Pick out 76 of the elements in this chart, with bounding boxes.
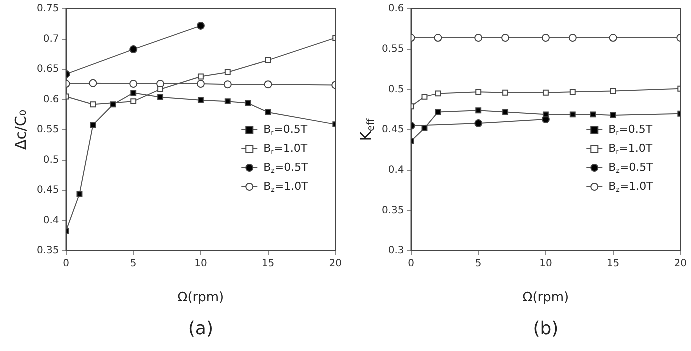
- point: [435, 109, 442, 116]
- point: [435, 90, 442, 97]
- point: [568, 34, 577, 42]
- x-tick-label: 15: [606, 258, 620, 270]
- y-tick-label: 0.6: [388, 4, 404, 15]
- point: [130, 46, 138, 54]
- y-tick-label: 0.45: [37, 185, 60, 196]
- point: [476, 108, 482, 114]
- x-tick-label: 0: [408, 258, 414, 270]
- point: [474, 120, 483, 128]
- x-tick-label: 10: [540, 258, 552, 270]
- y-tick-label: 0.55: [382, 44, 404, 55]
- x-axis-title: Ω(rpm): [522, 290, 570, 306]
- x-tick-label: 10: [194, 258, 208, 270]
- point: [90, 122, 96, 128]
- point: [245, 100, 252, 106]
- y-tick-label: 0.75: [37, 4, 60, 15]
- y-tick-label: 0.55: [37, 124, 60, 136]
- point: [130, 98, 137, 105]
- y-tick-label: 0.6: [43, 94, 60, 106]
- point: [130, 90, 137, 96]
- point: [76, 191, 83, 198]
- point: [476, 89, 482, 96]
- point: [89, 79, 98, 88]
- y-tick-label: 0.4: [43, 215, 60, 226]
- point: [542, 90, 549, 96]
- point: [198, 97, 204, 104]
- point: [196, 22, 205, 30]
- point: [158, 94, 164, 100]
- point: [264, 80, 272, 89]
- point: [542, 34, 550, 42]
- point: [422, 125, 428, 132]
- point: [570, 89, 576, 96]
- point: [130, 80, 138, 88]
- point: [502, 109, 509, 116]
- x-tick-label: 5: [130, 258, 137, 270]
- y-tick-label: 0.65: [37, 64, 60, 76]
- point: [610, 112, 616, 118]
- point: [570, 112, 576, 118]
- point: [422, 94, 428, 100]
- point: [474, 34, 483, 42]
- point: [196, 80, 205, 88]
- point: [224, 98, 231, 105]
- x-tick-label: 15: [262, 258, 275, 270]
- y-axis-title: Keff: [356, 118, 378, 142]
- point: [265, 57, 272, 64]
- point: [502, 90, 509, 96]
- point: [224, 80, 232, 89]
- point: [502, 34, 510, 42]
- point: [542, 112, 549, 118]
- point: [610, 88, 616, 94]
- y-tick-label: 0.4: [388, 164, 404, 176]
- point: [590, 112, 596, 118]
- y-tick-label: 0.35: [37, 246, 60, 257]
- x-tick-label: 20: [329, 258, 342, 270]
- text: (b): [533, 318, 559, 340]
- x-tick-label: 20: [674, 258, 688, 270]
- x-tick-label: 0: [63, 258, 70, 270]
- point: [265, 109, 272, 116]
- y-tick-label: 0.5: [388, 84, 404, 96]
- y-tick-label: 0.7: [43, 34, 60, 45]
- text: (a): [188, 318, 214, 340]
- x-axis-title: Ω(rpm): [178, 290, 224, 306]
- point: [198, 74, 204, 80]
- point: [609, 34, 618, 42]
- y-axis-title: Δc/C₀: [12, 110, 30, 150]
- point: [224, 70, 231, 76]
- point: [90, 102, 96, 108]
- point: [434, 34, 442, 42]
- point: [110, 102, 116, 108]
- y-tick-label: 0.3: [388, 246, 404, 257]
- y-tick-label: 0.45: [382, 124, 404, 136]
- y-tick-label: 0.35: [382, 205, 404, 216]
- point: [158, 86, 164, 92]
- x-tick-label: 5: [475, 258, 482, 270]
- y-tick-label: 0.5: [43, 154, 60, 166]
